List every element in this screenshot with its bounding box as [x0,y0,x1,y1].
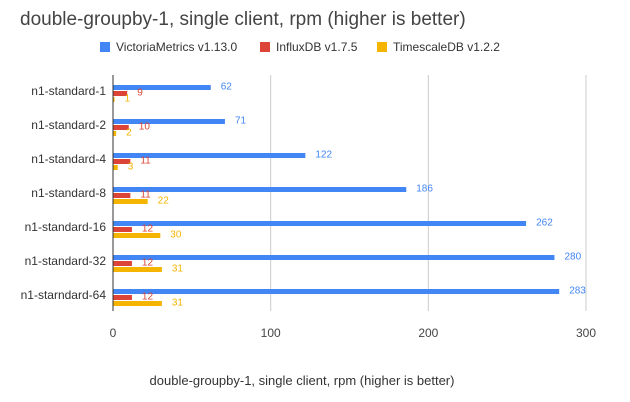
data-label: 2 [126,128,132,139]
data-label: 62 [221,82,233,93]
x-axis-label: double-groupby-1, single client, rpm (hi… [150,373,455,388]
data-label: 122 [315,150,332,161]
data-label: 3 [128,162,134,173]
data-label: 9 [137,88,143,99]
category-label: n1-standard-2 [31,118,106,132]
legend-label: VictoriaMetrics v1.13.0 [116,40,237,54]
bar [113,119,225,124]
legend-swatch [377,42,387,52]
category-label: n1-standard-1 [31,84,106,98]
legend: VictoriaMetrics v1.13.0 InfluxDB v1.7.5 Ti… [100,40,500,54]
x-axis-ticks: 0 100 200 300 [110,326,597,340]
data-label: 10 [139,122,151,133]
x-tick-label: 200 [418,326,438,340]
data-label: 30 [170,230,182,241]
bar [113,227,132,232]
bar [113,289,560,294]
legend-label: TimescaleDB v1.2.2 [393,40,500,54]
category-label: n1-standard-32 [25,254,107,268]
x-tick-label: 0 [110,326,117,340]
category-label: n1-standard-4 [31,152,106,166]
x-tick-label: 300 [576,326,596,340]
bar [113,255,555,260]
bar [113,261,132,266]
bar [113,165,118,170]
data-label: 262 [536,218,553,229]
data-label: 283 [569,286,586,297]
data-label: 11 [140,190,151,201]
bar [113,159,131,164]
legend-swatch [100,42,110,52]
bars: 62 91 71 10 2 122 11 3 186 11 22 262 12 30 280 12 31 283 1… [113,82,586,309]
category-label: n1-standard-8 [31,186,106,200]
bar [113,267,162,272]
bar [113,125,129,130]
bar [113,233,161,238]
bar [113,85,211,90]
data-label: 12 [142,224,154,235]
bar [113,295,132,300]
bar [113,221,527,226]
chart-title: double-groupby-1, single client, rpm (hi… [20,9,466,30]
data-label: 1 [125,94,131,105]
data-label: 12 [142,292,154,303]
bar [113,199,148,204]
bar [113,153,306,158]
data-label: 280 [564,252,581,263]
category-label: n1-starndard-64 [21,288,107,302]
bar [113,97,115,102]
bar [113,193,131,198]
bar [113,91,128,96]
x-tick-label: 100 [261,326,281,340]
data-label: 11 [140,156,151,167]
category-label: n1-standard-16 [25,220,107,234]
bar [113,301,162,306]
legend-swatch [260,42,270,52]
data-label: 22 [158,196,170,207]
data-label: 31 [172,264,184,275]
bar [113,131,117,136]
bar [113,187,407,192]
category-labels: n1-standard-1 n1-standard-2 n1-standard-4 n… [21,84,107,302]
gridlines [270,75,587,311]
data-label: 31 [172,298,184,309]
legend-label: InfluxDB v1.7.5 [276,40,358,54]
data-label: 12 [142,258,154,269]
data-label: 186 [416,184,433,195]
data-label: 71 [235,116,247,127]
